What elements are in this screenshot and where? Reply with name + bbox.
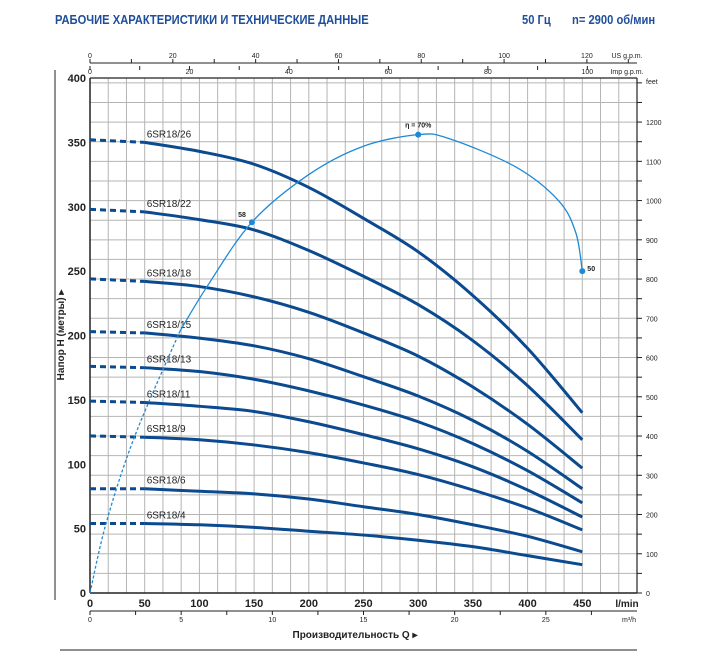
- imp-gpm-tick-label: 20: [186, 69, 194, 76]
- pump-curve-label: 6SR18/4: [147, 510, 186, 521]
- chart-title: РАБОЧИЕ ХАРАКТЕРИСТИКИ И ТЕХНИЧЕСКИЕ ДАН…: [55, 12, 369, 27]
- us-gpm-tick-label: 60: [335, 53, 343, 60]
- us-gpm-tick-label: 0: [88, 53, 92, 60]
- pump-curve-dashed: [89, 138, 145, 144]
- y-tick-label: 100: [68, 459, 86, 471]
- frequency-label: 50 Гц: [522, 12, 551, 27]
- feet-tick-label: 1200: [646, 120, 662, 127]
- m3h-tick-label: 5: [179, 617, 183, 624]
- efficiency-label: η = 70%: [405, 123, 432, 130]
- pump-curve-dashed: [89, 434, 145, 439]
- x-tick-label: 200: [300, 598, 318, 610]
- pump-curve: [144, 521, 583, 567]
- pump-curve: [144, 366, 584, 505]
- y-tick-label: 150: [68, 395, 86, 407]
- m3h-tick-label: 0: [88, 617, 92, 624]
- y-axis-label: Напор H (метры) ▸: [56, 289, 67, 381]
- imp-gpm-tick-label: 80: [484, 69, 492, 76]
- feet-unit-label: feet: [646, 79, 658, 86]
- us-gpm-unit-label: US g.p.m.: [611, 53, 642, 60]
- x-tick-label: 0: [87, 598, 93, 610]
- x-tick-label: 450: [573, 598, 591, 610]
- pump-curve: [144, 279, 584, 470]
- pump-curve-label: 6SR18/26: [147, 129, 192, 140]
- pump-curve: [144, 140, 584, 414]
- pump-curve-label: 6SR18/9: [147, 424, 186, 435]
- x-tick-label: 400: [518, 598, 536, 610]
- m3h-tick-label: 15: [360, 617, 368, 624]
- efficiency-curve-dashed: [89, 331, 181, 594]
- efficiency-label: 50: [587, 266, 595, 273]
- feet-tick-label: 700: [646, 316, 658, 323]
- feet-tick-label: 900: [646, 238, 658, 245]
- y-tick-label: 250: [68, 266, 86, 278]
- y-tick-label: 350: [68, 137, 86, 149]
- feet-tick-label: 500: [646, 395, 658, 402]
- pump-curve-dashed: [89, 399, 145, 404]
- feet-tick-label: 0: [646, 591, 650, 598]
- feet-tick-label: 200: [646, 513, 658, 520]
- us-gpm-tick-label: 100: [498, 53, 510, 60]
- us-gpm-tick-label: 80: [417, 53, 425, 60]
- us-gpm-tick-label: 40: [252, 53, 260, 60]
- efficiency-marker: [579, 268, 586, 275]
- m3h-unit-label: m³/h: [622, 617, 636, 624]
- y-tick-label: 0: [80, 588, 86, 600]
- pump-curve-dashed: [89, 277, 145, 283]
- pump-curve-label: 6SR18/15: [147, 320, 192, 331]
- y-tick-label: 400: [68, 73, 86, 85]
- x-tick-label: 100: [190, 598, 208, 610]
- x-tick-label: 300: [409, 598, 427, 610]
- pump-curve-dashed: [89, 330, 145, 335]
- speed-label: n= 2900 об/мин: [572, 12, 656, 27]
- m3h-tick-label: 10: [268, 617, 276, 624]
- feet-tick-label: 400: [646, 434, 658, 441]
- x-tick-label: 50: [139, 598, 151, 610]
- imp-gpm-tick-label: 100: [581, 69, 593, 76]
- feet-tick-label: 300: [646, 473, 658, 480]
- pump-curve: [144, 210, 584, 441]
- efficiency-curve: [179, 133, 583, 332]
- x-unit-label: l/min: [615, 599, 638, 610]
- us-gpm-tick-label: 120: [581, 53, 593, 60]
- pump-curve: [144, 487, 583, 554]
- pump-curve-dashed: [89, 364, 145, 370]
- efficiency-marker: [248, 219, 255, 226]
- imp-gpm-tick-label: 40: [285, 69, 293, 76]
- m3h-tick-label: 25: [542, 617, 550, 624]
- pump-curve: [144, 400, 583, 519]
- pump-curve-label: 6SR18/13: [147, 355, 192, 366]
- feet-tick-label: 100: [646, 552, 658, 559]
- imp-gpm-tick-label: 60: [385, 69, 393, 76]
- feet-tick-label: 800: [646, 277, 658, 284]
- x-tick-label: 250: [354, 598, 372, 610]
- x-axis-label: Производительность Q ▸: [293, 630, 419, 641]
- feet-tick-label: 600: [646, 356, 658, 363]
- feet-tick-label: 1100: [646, 159, 661, 166]
- efficiency-label: 58: [238, 212, 246, 219]
- feet-tick-label: 1000: [646, 199, 662, 206]
- pump-curve-label: 6SR18/11: [147, 389, 191, 400]
- x-tick-label: 150: [245, 598, 263, 610]
- y-tick-label: 300: [68, 202, 86, 214]
- y-tick-label: 200: [68, 331, 86, 343]
- pump-curve-label: 6SR18/22: [147, 199, 192, 210]
- pump-curve-label: 6SR18/18: [147, 268, 192, 279]
- y-tick-label: 50: [74, 524, 86, 536]
- efficiency-marker: [415, 131, 422, 138]
- imp-gpm-tick-label: 0: [88, 69, 92, 76]
- pump-curve-label: 6SR18/6: [147, 476, 186, 487]
- x-tick-label: 350: [464, 598, 482, 610]
- pump-curve: [144, 435, 583, 532]
- imp-gpm-unit-label: Imp g.p.m.: [610, 69, 643, 76]
- pump-curve: [144, 331, 584, 490]
- m3h-tick-label: 20: [451, 617, 459, 624]
- pump-curve-dashed: [89, 207, 145, 214]
- us-gpm-tick-label: 20: [169, 53, 177, 60]
